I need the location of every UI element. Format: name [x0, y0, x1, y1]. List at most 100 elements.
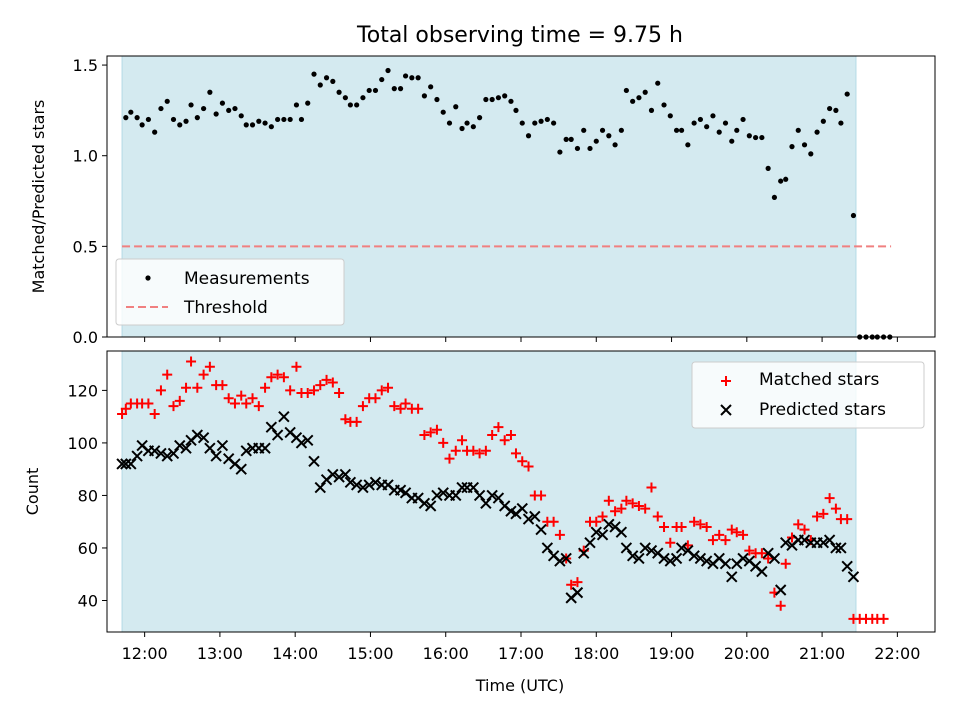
predicted-point [308, 455, 320, 468]
x-axis-label: Time (UTC) [475, 676, 564, 695]
predicted-point [486, 489, 498, 502]
matched-point [302, 388, 313, 399]
measurement-point [599, 127, 606, 133]
measurement-point [593, 138, 599, 144]
matched-point [117, 409, 128, 420]
matched-point [315, 380, 326, 391]
bottom-y-ticks: 40 60 80 100 120 [67, 381, 107, 610]
predicted-point [204, 442, 216, 454]
predicted-point [120, 458, 132, 470]
measurement-point [808, 151, 814, 157]
predicted-point [314, 481, 326, 494]
matched-point [714, 529, 725, 540]
predicted-point [658, 552, 670, 565]
predicted-point [639, 542, 651, 554]
measurement-point [134, 115, 140, 121]
measurement-point [753, 134, 759, 141]
matched-point [143, 398, 154, 409]
matched-point [572, 577, 583, 588]
measurement-point [249, 122, 256, 128]
predicted-point [295, 437, 308, 449]
legend-threshold-label: Threshold [183, 298, 268, 318]
matched-point [236, 390, 247, 401]
matched-point [340, 414, 351, 425]
matched-point [780, 558, 791, 569]
measurement-point [483, 96, 489, 103]
measurement-point [232, 105, 238, 112]
measurement-point [347, 102, 353, 108]
predicted-point [197, 431, 210, 444]
measurement-point [287, 116, 293, 123]
x-tick-label: 22:00 [874, 644, 920, 663]
measurement-point [574, 145, 581, 152]
matched-point [652, 511, 663, 522]
measurement-point [317, 82, 323, 88]
predicted-point [554, 555, 566, 567]
matched-point [701, 521, 712, 532]
measurement-point [402, 73, 409, 79]
x-tick-label: 16:00 [423, 644, 469, 663]
measurement-point [459, 125, 465, 132]
predicted-point [278, 410, 290, 423]
measurement-points [123, 67, 893, 340]
matched-point [548, 516, 559, 527]
measurement-point [123, 115, 129, 121]
predicted-point [235, 463, 247, 475]
predicted-point [155, 447, 167, 460]
measurement-point [342, 95, 348, 101]
matched-point [640, 503, 651, 514]
x-tick-label: 13:00 [197, 644, 243, 663]
matched-point [818, 508, 829, 519]
measurement-point [685, 142, 691, 148]
measurement-point [519, 120, 525, 126]
measurement-point [544, 116, 550, 123]
measurement-point [354, 102, 360, 108]
matched-point [357, 401, 368, 412]
matched-point [487, 430, 498, 441]
measurement-point [152, 129, 158, 135]
predicted-point [344, 476, 357, 489]
predicted-point [327, 468, 339, 481]
measurement-point [789, 144, 795, 150]
measurement-point [655, 80, 661, 86]
top-y-tick-label: 1.5 [73, 56, 98, 75]
predicted-point [768, 552, 781, 565]
matched-point [726, 524, 737, 535]
measurement-point [397, 86, 404, 92]
legend-matched-label: Matched stars [759, 370, 879, 390]
measurement-point [563, 136, 569, 142]
measurement-point [213, 111, 219, 117]
bottom-y-tick-label: 80 [78, 486, 98, 505]
matched-point [627, 498, 638, 509]
measurement-point [440, 109, 446, 115]
matched-point [370, 393, 381, 404]
matched-point [260, 382, 271, 393]
measurement-point [238, 113, 244, 119]
predicted-point [694, 552, 707, 565]
matched-point [309, 385, 319, 396]
matched-point [278, 372, 289, 383]
matched-point [383, 382, 394, 393]
top-y-axis-label: Matched/Predicted stars [29, 100, 48, 294]
matched-point [812, 511, 823, 522]
measurement-point [243, 122, 249, 128]
matched-point [554, 529, 565, 540]
measurement-point [538, 118, 544, 124]
measurement-point [477, 115, 483, 121]
predicted-point [726, 571, 738, 583]
predicted-point [210, 450, 222, 462]
predicted-point [841, 560, 853, 573]
predicted-point [603, 518, 615, 531]
chart-title: Total observing time = 9.75 h [356, 23, 683, 48]
predicted-point [418, 497, 431, 510]
measurement-point [778, 178, 784, 184]
matched-point [517, 456, 528, 467]
measurement-point [183, 118, 189, 124]
predicted-point [148, 445, 161, 457]
predicted-point [456, 481, 468, 494]
measurement-point [495, 95, 502, 101]
predicted-point [774, 584, 787, 596]
matched-point [181, 382, 192, 393]
legend-measurement-marker [145, 275, 151, 281]
measurement-point [281, 116, 287, 123]
